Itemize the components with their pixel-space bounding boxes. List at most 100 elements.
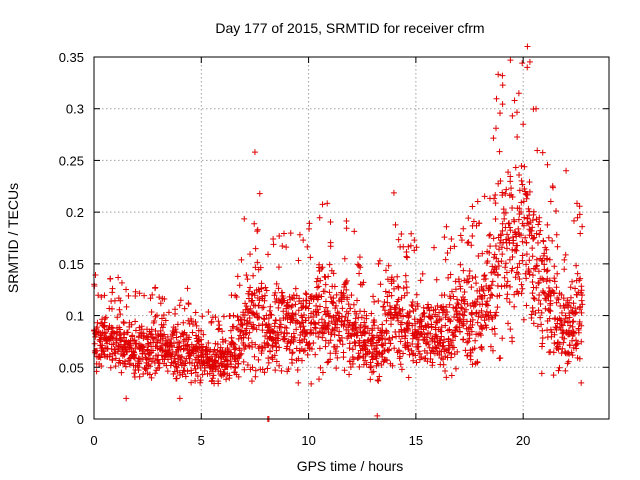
data-point xyxy=(576,277,583,284)
data-point xyxy=(461,308,468,315)
data-point xyxy=(423,334,430,341)
data-point xyxy=(200,359,207,366)
data-point xyxy=(497,231,504,238)
data-point xyxy=(577,230,584,237)
data-point xyxy=(546,256,553,263)
data-point xyxy=(122,363,129,370)
data-point xyxy=(298,319,305,326)
data-point xyxy=(376,373,383,380)
data-point xyxy=(199,343,206,350)
data-point xyxy=(332,348,339,355)
data-point xyxy=(171,355,178,362)
data-point xyxy=(558,321,565,328)
data-point xyxy=(230,312,237,319)
data-point xyxy=(538,321,545,328)
x-tick-labels: 0 5 10 15 20 xyxy=(90,433,530,448)
data-point xyxy=(275,264,282,271)
data-point xyxy=(522,234,529,241)
data-point xyxy=(504,291,511,298)
data-point xyxy=(164,347,171,354)
data-point xyxy=(509,112,516,119)
data-point xyxy=(479,325,486,332)
data-point xyxy=(362,346,369,353)
data-point xyxy=(307,254,314,261)
data-point xyxy=(152,352,159,359)
data-point xyxy=(252,341,259,348)
data-point xyxy=(240,339,247,346)
data-point xyxy=(142,366,149,373)
data-point xyxy=(520,121,527,128)
data-point xyxy=(172,358,179,365)
data-point xyxy=(506,299,513,306)
data-point xyxy=(440,361,447,368)
data-point xyxy=(409,322,416,329)
data-point xyxy=(516,171,523,178)
data-point xyxy=(484,302,491,309)
data-point xyxy=(209,375,216,382)
data-point xyxy=(545,284,552,291)
data-point xyxy=(491,266,498,273)
data-point xyxy=(118,369,125,376)
data-point xyxy=(367,364,374,371)
y-tick-label: 0.1 xyxy=(66,309,84,324)
data-point xyxy=(212,351,219,358)
data-point xyxy=(460,322,467,329)
data-point xyxy=(138,323,145,330)
data-point xyxy=(245,342,252,349)
data-point xyxy=(570,217,577,224)
data-point xyxy=(447,271,454,278)
data-point xyxy=(560,295,567,302)
data-point xyxy=(217,368,224,375)
data-point xyxy=(549,184,556,191)
data-point xyxy=(368,310,375,317)
data-point xyxy=(121,358,128,365)
data-point xyxy=(511,97,518,104)
data-point xyxy=(289,294,296,301)
data-point xyxy=(432,306,439,313)
data-point xyxy=(363,361,370,368)
data-point xyxy=(537,227,544,234)
data-point xyxy=(576,203,583,210)
data-point xyxy=(248,378,255,385)
data-point xyxy=(452,333,459,340)
data-point xyxy=(558,309,565,316)
data-point xyxy=(312,325,319,332)
data-point xyxy=(232,364,239,371)
data-point xyxy=(474,358,481,365)
data-point xyxy=(403,278,410,285)
data-point xyxy=(443,374,450,381)
data-point xyxy=(388,321,395,328)
data-point xyxy=(182,358,189,365)
data-point xyxy=(405,312,412,319)
data-point xyxy=(444,327,451,334)
data-point xyxy=(513,247,520,254)
data-point xyxy=(315,283,322,290)
data-point xyxy=(411,316,418,323)
data-point xyxy=(556,324,563,331)
data-point xyxy=(560,339,567,346)
data-point xyxy=(160,321,167,328)
data-point xyxy=(535,279,542,286)
data-point xyxy=(487,243,494,250)
data-point xyxy=(326,261,333,268)
data-point xyxy=(315,333,322,340)
data-point xyxy=(265,315,272,322)
data-point xyxy=(516,187,523,194)
data-point xyxy=(312,330,319,337)
data-point xyxy=(184,285,191,292)
data-point xyxy=(121,329,128,336)
data-point xyxy=(165,309,172,316)
y-tick-label: 0.2 xyxy=(66,205,84,220)
data-point xyxy=(317,277,324,284)
data-point xyxy=(385,262,392,269)
data-point xyxy=(255,286,262,293)
data-point xyxy=(324,200,331,207)
data-point xyxy=(413,244,420,251)
data-point xyxy=(396,305,403,312)
data-point xyxy=(465,278,472,285)
data-point xyxy=(142,350,149,357)
data-point xyxy=(228,341,235,348)
data-point xyxy=(512,164,519,171)
data-point xyxy=(330,299,337,306)
data-point xyxy=(503,245,510,252)
